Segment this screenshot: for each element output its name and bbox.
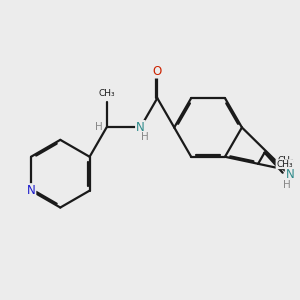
Text: N: N [27, 184, 35, 197]
Text: N: N [286, 168, 295, 181]
Text: O: O [153, 64, 162, 78]
Text: CH₃: CH₃ [278, 156, 295, 165]
Text: CH₃: CH₃ [98, 89, 115, 98]
Text: H: H [283, 180, 291, 190]
Text: H: H [95, 122, 103, 133]
Text: H: H [141, 132, 148, 142]
Text: N: N [136, 121, 145, 134]
Text: CH₃: CH₃ [276, 160, 293, 169]
